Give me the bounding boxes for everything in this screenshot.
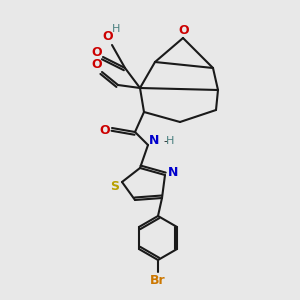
Text: H: H — [166, 136, 174, 146]
Text: O: O — [92, 46, 102, 59]
Text: S: S — [110, 179, 119, 193]
Text: O: O — [100, 124, 110, 136]
Text: O: O — [103, 31, 113, 44]
Text: Br: Br — [150, 274, 166, 286]
Text: O: O — [92, 58, 102, 71]
Text: N: N — [149, 134, 159, 148]
Text: -: - — [163, 136, 167, 146]
Text: N: N — [168, 166, 178, 178]
Text: H: H — [112, 24, 120, 34]
Text: O: O — [179, 25, 189, 38]
